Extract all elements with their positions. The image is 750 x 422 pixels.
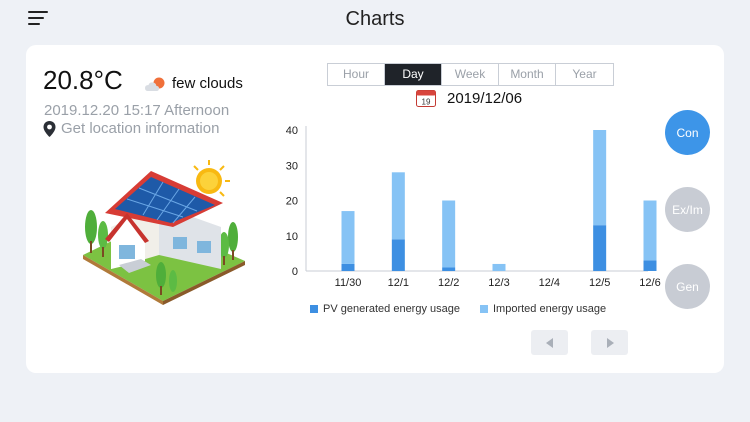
- bar-imported: [442, 200, 456, 268]
- y-tick-label: 40: [286, 125, 298, 137]
- export-import-button[interactable]: Ex/Im: [665, 187, 710, 232]
- bar-imported: [492, 263, 506, 271]
- tab-hour[interactable]: Hour: [328, 64, 385, 85]
- page-title: Charts: [345, 8, 405, 30]
- location-button[interactable]: Get location information: [43, 120, 219, 137]
- legend-label-pv: PV generated energy usage: [323, 303, 460, 315]
- generation-button[interactable]: Gen: [665, 264, 710, 309]
- main-card: 20.8°C few clouds 2019.12.20 15:17 After…: [26, 45, 724, 373]
- weather-condition: few clouds: [172, 75, 243, 92]
- selected-date: 2019/12/06: [447, 89, 523, 107]
- weather-status: few clouds: [144, 75, 243, 92]
- energy-bar-chart: 0 10 20 30 40 11/30 12/1 12/2 12/3 12/4 12/5 12/6: [286, 125, 661, 289]
- menu-icon[interactable]: [28, 11, 48, 27]
- consumption-button[interactable]: Con: [665, 110, 710, 155]
- arrow-right-icon: [606, 337, 614, 348]
- legend-label-imported: Imported energy usage: [493, 303, 607, 315]
- y-tick-label: 0: [292, 266, 298, 278]
- legend-swatch-pv: [310, 305, 318, 313]
- legend-item-pv: PV generated energy usage: [310, 303, 460, 315]
- location-label: Get location information: [61, 120, 220, 137]
- bar-pv: [593, 225, 607, 271]
- map-pin-icon: [43, 120, 56, 137]
- y-tick-label: 10: [286, 231, 298, 243]
- x-tick-label: 12/4: [539, 277, 560, 289]
- previous-button[interactable]: [531, 330, 568, 355]
- x-tick-label: 12/3: [488, 277, 509, 289]
- period-tabs: Hour Day Week Month Year: [327, 63, 614, 86]
- cloud-sun-icon: [145, 77, 165, 91]
- bar-pv: [643, 260, 657, 271]
- date-time: 2019.12.20 15:17 Afternoon: [44, 102, 230, 119]
- y-tick-label: 30: [286, 160, 298, 172]
- next-button[interactable]: [591, 330, 628, 355]
- bar-pv: [442, 267, 456, 271]
- calendar-day: 19: [422, 98, 431, 107]
- bar-pv: [341, 263, 355, 271]
- temperature: 20.8°C: [43, 65, 123, 95]
- bar-imported: [643, 200, 657, 261]
- tab-week[interactable]: Week: [442, 64, 499, 85]
- legend-swatch-imported: [480, 305, 488, 313]
- y-tick-label: 20: [286, 196, 298, 208]
- x-tick-label: 12/6: [639, 277, 660, 289]
- bar-imported: [341, 211, 355, 264]
- tab-month[interactable]: Month: [499, 64, 556, 85]
- solar-house-illustration: [83, 160, 245, 305]
- top-bar: Charts: [0, 0, 750, 42]
- arrow-left-icon: [545, 337, 553, 348]
- x-tick-label: 11/30: [335, 277, 362, 289]
- chart-legend: PV generated energy usage Imported energ…: [310, 303, 626, 315]
- tab-year[interactable]: Year: [572, 67, 597, 81]
- tab-day[interactable]: Day: [385, 64, 442, 85]
- date-picker[interactable]: 19 2019/12/06: [416, 89, 522, 107]
- x-tick-label: 12/2: [438, 277, 459, 289]
- bar-imported: [391, 172, 405, 240]
- x-tick-label: 12/1: [388, 277, 409, 289]
- x-tick-label: 12/5: [589, 277, 610, 289]
- legend-item-imported: Imported energy usage: [480, 303, 606, 315]
- calendar-icon: 19: [416, 90, 436, 107]
- bar-pv: [391, 239, 405, 271]
- bar-imported: [593, 130, 607, 226]
